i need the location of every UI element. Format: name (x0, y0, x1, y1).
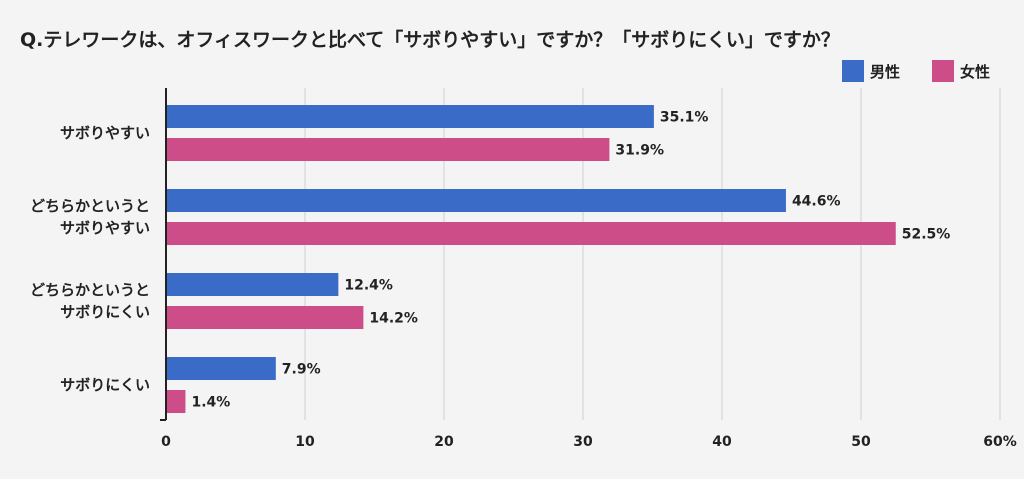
data-label: 12.4% (344, 278, 393, 294)
bar (166, 222, 896, 245)
category-label: どちらかというと (30, 197, 150, 215)
category-label: サボりやすい (60, 219, 150, 237)
legend-label: 男性 (870, 63, 900, 81)
bar (166, 273, 339, 296)
chart-title: Q.テレワークは、オフィスワークと比べて「サボりやすい」ですか？「サボりにくい」… (20, 28, 840, 51)
bar (166, 138, 610, 161)
x-tick-label: 60% (983, 434, 1017, 450)
legend: 男性 女性 (842, 60, 990, 82)
bar (166, 390, 186, 413)
legend-swatch (842, 60, 864, 82)
category-label: サボりやすい (60, 124, 150, 142)
legend-swatch (932, 60, 954, 82)
x-tick-label: 10 (295, 434, 315, 450)
gridlines (304, 88, 1001, 420)
data-label: 31.9% (615, 143, 664, 159)
x-tick-label: 0 (161, 434, 171, 450)
data-label: 1.4% (191, 395, 230, 411)
data-label: 14.2% (369, 311, 418, 327)
x-tick-label: 20 (434, 434, 454, 450)
category-label: サボりにくい (60, 303, 150, 321)
data-label: 7.9% (282, 362, 321, 378)
x-tick-label: 50 (851, 434, 871, 450)
x-axis: 0 10 20 30 40 50 60% (160, 88, 1017, 450)
legend-label: 女性 (960, 63, 990, 81)
x-tick-label: 40 (712, 434, 732, 450)
x-tick-label: 30 (573, 434, 593, 450)
bars (166, 105, 896, 413)
data-labels: 35.1% 44.6% 12.4% 7.9% 31.9% 52.5% 14.2% 1.4% (191, 110, 950, 411)
data-label: 52.5% (902, 227, 951, 243)
bar (166, 189, 786, 212)
bar (166, 306, 364, 329)
data-label: 44.6% (792, 194, 841, 210)
bar (166, 357, 276, 380)
category-label: どちらかというと (30, 281, 150, 299)
data-label: 35.1% (660, 110, 709, 126)
category-label: サボりにくい (60, 376, 150, 394)
bar (166, 105, 654, 128)
